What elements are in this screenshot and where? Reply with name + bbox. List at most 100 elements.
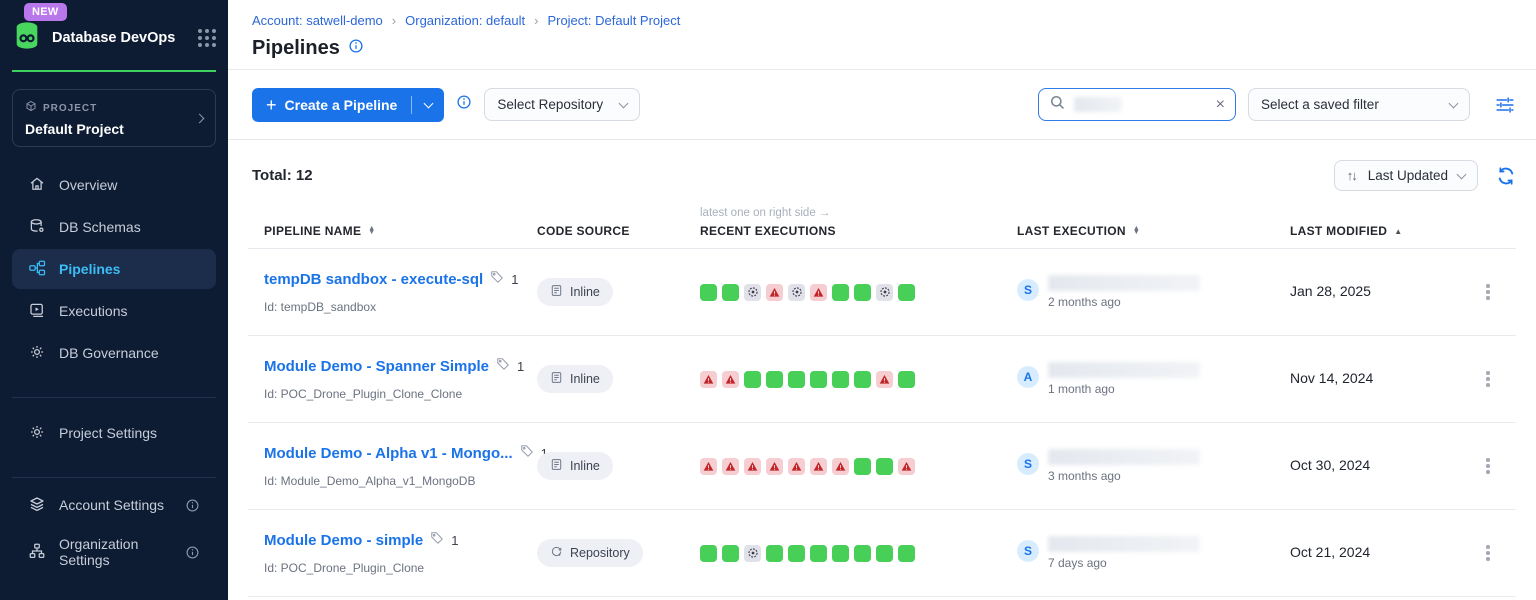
avatar[interactable]: S (1017, 540, 1039, 562)
execution-success-icon[interactable] (876, 544, 893, 562)
column-pipeline-name[interactable]: PIPELINE NAME ▲ ▼ (264, 224, 376, 238)
execution-aborted-icon[interactable] (744, 544, 761, 562)
execution-success-icon[interactable] (810, 544, 827, 562)
divider (411, 95, 413, 114)
execution-failed-icon[interactable] (832, 457, 849, 475)
breadcrumb-organization[interactable]: Organization: default (405, 13, 526, 28)
execution-success-icon[interactable] (854, 283, 871, 301)
pipeline-name-link[interactable]: Module Demo - simple (264, 532, 424, 549)
sidebar-item-executions[interactable]: Executions (12, 291, 216, 331)
app-switcher-icon[interactable] (198, 29, 216, 47)
sort-dropdown[interactable]: ↑↓ Last Updated (1333, 160, 1478, 191)
avatar[interactable]: A (1017, 366, 1039, 388)
last-modified: Oct 30, 2024 (1290, 457, 1371, 473)
execution-success-icon[interactable] (854, 457, 871, 475)
database-icon (28, 217, 46, 238)
row-menu-icon[interactable] (1482, 541, 1494, 565)
execution-success-icon[interactable] (832, 544, 849, 562)
pipeline-id: Id: Module_Demo_Alpha_v1_MongoDB (264, 474, 476, 488)
search-input[interactable]: × (1038, 88, 1236, 121)
tag-count: 1 (517, 359, 525, 374)
sidebar-item-account-settings[interactable]: Account Settings (12, 485, 216, 525)
chevron-down-icon (423, 98, 434, 108)
saved-filter-dropdown[interactable]: Select a saved filter (1248, 88, 1470, 121)
execution-success-icon[interactable] (854, 370, 871, 388)
column-last-execution[interactable]: LAST EXECUTION ▲ ▼ (1017, 224, 1141, 238)
execution-success-icon[interactable] (854, 544, 871, 562)
project-selector[interactable]: PROJECT Default Project (12, 89, 216, 147)
create-pipeline-dropdown[interactable] (412, 88, 444, 122)
pipeline-name-link[interactable]: Module Demo - Spanner Simple (264, 358, 490, 375)
pipeline-name-link[interactable]: tempDB sandbox - execute-sql (264, 271, 484, 288)
execution-aborted-icon[interactable] (788, 283, 805, 301)
sidebar-item-organization-settings[interactable]: Organization Settings (12, 532, 216, 572)
pipeline-name-link[interactable]: Module Demo - Alpha v1 - Mongo... (264, 445, 513, 462)
execution-aborted-icon[interactable] (876, 283, 893, 301)
execution-success-icon[interactable] (722, 544, 739, 562)
sidebar-item-label: DB Governance (59, 345, 159, 361)
breadcrumb-account[interactable]: Account: satwell-demo (252, 13, 383, 28)
info-icon[interactable] (456, 94, 472, 115)
execution-success-icon[interactable] (898, 370, 915, 388)
execution-success-icon[interactable] (832, 370, 849, 388)
execution-success-icon[interactable] (744, 370, 761, 388)
row-menu-icon[interactable] (1482, 280, 1494, 304)
execution-success-icon[interactable] (788, 544, 805, 562)
execution-failed-icon[interactable] (700, 370, 717, 388)
refresh-icon[interactable] (1496, 166, 1516, 186)
execution-success-icon[interactable] (810, 370, 827, 388)
breadcrumb-project[interactable]: Project: Default Project (547, 13, 681, 28)
sidebar-item-pipelines[interactable]: Pipelines (12, 249, 216, 289)
row-menu-icon[interactable] (1482, 454, 1494, 478)
sidebar-item-overview[interactable]: Overview (12, 165, 216, 205)
avatar[interactable]: S (1017, 453, 1039, 475)
execution-failed-icon[interactable] (898, 457, 915, 475)
execution-success-icon[interactable] (722, 283, 739, 301)
execution-success-icon[interactable] (766, 544, 783, 562)
execution-failed-icon[interactable] (722, 457, 739, 475)
execution-failed-icon[interactable] (766, 283, 783, 301)
breadcrumb-separator: › (391, 13, 397, 28)
execution-success-icon[interactable] (766, 370, 783, 388)
info-icon[interactable] (348, 38, 364, 59)
row-menu-icon[interactable] (1482, 367, 1494, 391)
sidebar-item-db-governance[interactable]: DB Governance (12, 333, 216, 373)
page-header: Account: satwell-demo › Organization: de… (228, 0, 1536, 70)
execution-failed-icon[interactable] (700, 457, 717, 475)
execution-failed-icon[interactable] (810, 457, 827, 475)
execution-aborted-icon[interactable] (744, 283, 761, 301)
sidebar-item-db-schemas[interactable]: DB Schemas (12, 207, 216, 247)
code-source-label: Inline (570, 285, 600, 299)
table-row[interactable]: Module Demo - Alpha v1 - Mongo... 1 Id: … (248, 423, 1516, 510)
pipelines-table: PIPELINE NAME ▲ ▼ CODE SOURCE latest one … (248, 207, 1516, 597)
filter-sliders-icon[interactable] (1494, 94, 1516, 116)
execution-success-icon[interactable] (898, 544, 915, 562)
execution-failed-icon[interactable] (766, 457, 783, 475)
info-icon[interactable] (185, 545, 200, 560)
execution-failed-icon[interactable] (722, 370, 739, 388)
recent-executions (700, 370, 1001, 388)
execution-failed-icon[interactable] (788, 457, 805, 475)
recent-executions (700, 283, 1001, 301)
avatar[interactable]: S (1017, 279, 1039, 301)
clear-search-icon[interactable]: × (1215, 95, 1225, 113)
execution-success-icon[interactable] (700, 544, 717, 562)
sidebar-item-project-settings[interactable]: Project Settings (12, 413, 216, 453)
execution-success-icon[interactable] (788, 370, 805, 388)
execution-success-icon[interactable] (832, 283, 849, 301)
table-row[interactable]: Module Demo - simple 1 Id: POC_Drone_Plu… (248, 510, 1516, 597)
column-last-modified[interactable]: LAST MODIFIED ▲ (1290, 224, 1403, 238)
info-icon[interactable] (185, 498, 200, 513)
execution-success-icon[interactable] (898, 283, 915, 301)
execution-success-icon[interactable] (876, 457, 893, 475)
last-execution-time: 1 month ago (1048, 382, 1115, 396)
table-row[interactable]: tempDB sandbox - execute-sql 1 Id: tempD… (248, 249, 1516, 336)
execution-failed-icon[interactable] (876, 370, 893, 388)
execution-success-icon[interactable] (700, 283, 717, 301)
execution-failed-icon[interactable] (810, 283, 827, 301)
create-pipeline-button[interactable]: + Create a Pipeline (252, 87, 445, 122)
select-repository-dropdown[interactable]: Select Repository (484, 88, 641, 121)
brand: Database DevOps (12, 20, 216, 56)
execution-failed-icon[interactable] (744, 457, 761, 475)
table-row[interactable]: Module Demo - Spanner Simple 1 Id: POC_D… (248, 336, 1516, 423)
